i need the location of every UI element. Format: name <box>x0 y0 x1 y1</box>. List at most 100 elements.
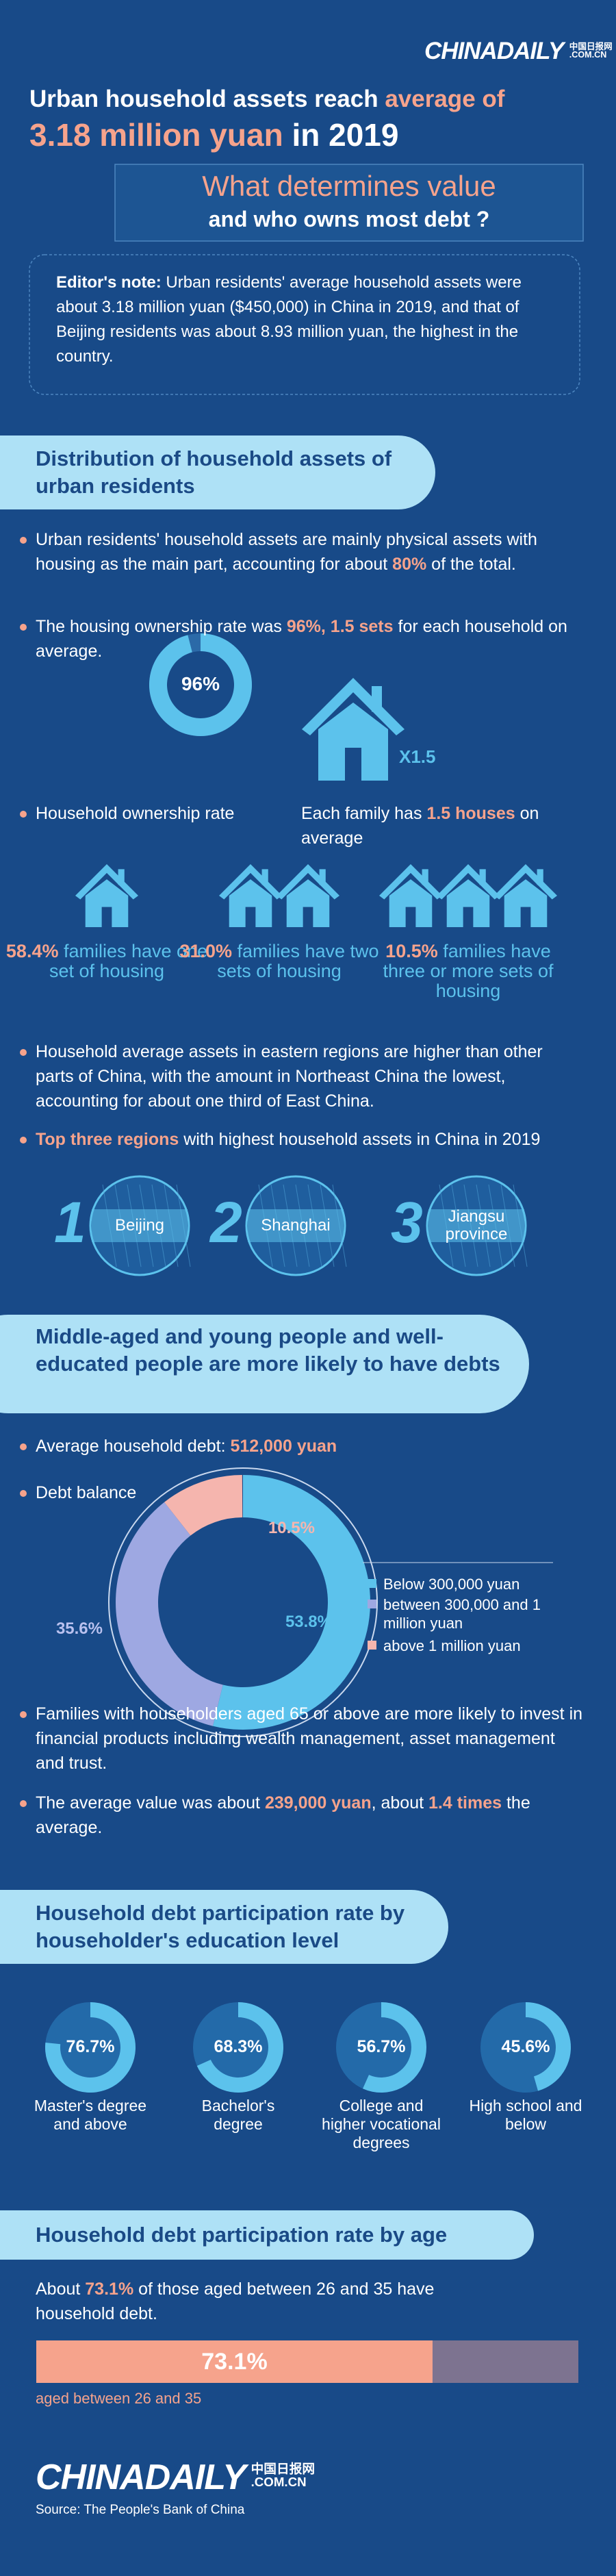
education-label: Master's degree and above <box>34 2097 147 2133</box>
bar-caption: aged between 26 and 35 <box>36 2390 202 2407</box>
text-run: Urban residents' household assets are ma… <box>36 530 537 574</box>
bar-label: 73.1% <box>201 2349 268 2375</box>
region-rank: 1 <box>54 1190 86 1254</box>
text-run: the average. <box>36 1793 530 1837</box>
donut-segment <box>115 1502 223 1726</box>
house-door <box>101 907 112 927</box>
house-body <box>229 879 272 927</box>
legend-swatch <box>368 1600 376 1608</box>
donut-arc <box>526 2002 572 2091</box>
house-roof <box>219 864 282 900</box>
bullet-dot <box>20 811 27 818</box>
highlight: 1.5 houses <box>426 804 515 823</box>
caption: Each family has 1.5 houses on average <box>301 801 561 850</box>
house-body <box>286 879 330 927</box>
bullet-dot <box>20 624 27 631</box>
donut-arc <box>149 633 252 736</box>
education-label: High school and below <box>469 2097 582 2133</box>
region-rank: 2 <box>210 1190 242 1254</box>
house-door <box>405 907 416 927</box>
highlight: Top three regions <box>36 1130 179 1149</box>
house-door <box>245 907 256 927</box>
bullet-dot <box>20 1711 27 1718</box>
bullet-text: Household ownership rate <box>36 804 235 823</box>
section-header-bg <box>0 435 435 509</box>
education-label: College and higher vocational degrees <box>322 2097 441 2151</box>
house-body <box>85 879 129 927</box>
bullet-text: Urban residents' household assets are ma… <box>36 527 583 577</box>
highlight: 1.4 times <box>428 1793 502 1813</box>
house-group-text: 58.4% families have one set of housing <box>4 942 209 981</box>
house-roof <box>277 864 339 900</box>
house-group-label: families have two sets of housing <box>217 941 379 981</box>
house-chimney <box>537 869 543 885</box>
bullet-text: Debt balance <box>36 1483 137 1502</box>
section-header: Distribution of household assets of urba… <box>36 446 392 498</box>
donut-label: 68.3% <box>214 2037 263 2056</box>
legend-label: between 300,000 and 1 million yuan <box>383 1596 541 1632</box>
region-name: Beijing <box>114 1216 165 1235</box>
bullet-dot <box>20 1443 27 1450</box>
multiplier: X1.5 <box>399 746 436 767</box>
region-band <box>92 1209 188 1242</box>
highlight: 512,000 yuan <box>230 1437 337 1456</box>
house-group-pct: 10.5% <box>385 941 438 961</box>
house-group-pct: 58.4% <box>5 941 59 961</box>
legend-label: above 1 million yuan <box>383 1637 521 1654</box>
highlight: 80% <box>392 555 427 574</box>
legend-label: Below 300,000 yuan <box>383 1576 520 1593</box>
bar <box>36 2340 433 2383</box>
house-chimney <box>118 869 125 885</box>
house-body <box>389 879 433 927</box>
donut-label: 96% <box>181 673 220 694</box>
text-run: of the total. <box>426 555 516 574</box>
title-line: Urban household assets reach average of <box>29 86 504 113</box>
house-roof <box>75 864 138 900</box>
bullet-text: The housing ownership rate was 96%, 1.5 … <box>36 614 583 664</box>
section-header-bg <box>0 2210 534 2260</box>
donut-label: 45.6% <box>501 2037 550 2056</box>
highlight: average of <box>385 86 505 112</box>
bullet-dot <box>20 1800 27 1807</box>
section-header: Household debt participation rate by age <box>36 2223 448 2247</box>
house-door <box>520 907 531 927</box>
bullet-dot <box>20 537 27 544</box>
highlight: 73.1% <box>85 2280 134 2299</box>
text-run: in 2019 <box>283 117 399 153</box>
subtitle-box <box>114 164 584 242</box>
bullet-dot <box>20 1137 27 1144</box>
segment-label: 35.6% <box>55 1619 103 1638</box>
segment-label: 53.8% <box>285 1613 332 1631</box>
donut-segment <box>164 1475 243 1536</box>
donut-arc <box>196 2002 283 2093</box>
logo-cn: 中国日报网 <box>251 2461 316 2476</box>
region-rank: 3 <box>391 1190 423 1254</box>
bullet-text: Household average assets in eastern regi… <box>36 1042 543 1111</box>
house-group-text: 10.5% families have three or more sets o… <box>365 942 571 1001</box>
region-band <box>428 1209 524 1242</box>
highlight: 239,000 yuan <box>264 1793 372 1813</box>
age-text: About 73.1% of those aged between 26 and… <box>36 2277 515 2326</box>
donut-arc <box>363 2002 427 2093</box>
highlight: 96%, 1.5 sets <box>286 617 394 636</box>
region-name: Shanghai <box>261 1216 331 1235</box>
house-body <box>504 879 548 927</box>
donut-label: 56.7% <box>357 2037 406 2056</box>
text-run: , about <box>371 1793 429 1813</box>
logo: CHINADAILY <box>36 2458 246 2497</box>
legend-swatch <box>368 1641 376 1650</box>
text-run: Urban household assets reach <box>29 86 385 112</box>
house-chimney <box>261 869 268 885</box>
source: Source: The People's Bank of China <box>36 2503 245 2517</box>
subtitle: and who owns most debt ? <box>208 207 490 231</box>
donut-arc <box>44 2002 136 2093</box>
text-run: The average value was about <box>36 1793 265 1813</box>
house-chimney <box>422 869 428 885</box>
house-door <box>303 907 313 927</box>
region-name: Jiangsu province <box>445 1207 508 1243</box>
title-line: 3.18 million yuan in 2019 <box>29 116 398 153</box>
house-roof <box>494 864 557 900</box>
bullet-text: Families with householders aged 65 or ab… <box>36 1704 583 1773</box>
house-chimney <box>479 869 486 885</box>
